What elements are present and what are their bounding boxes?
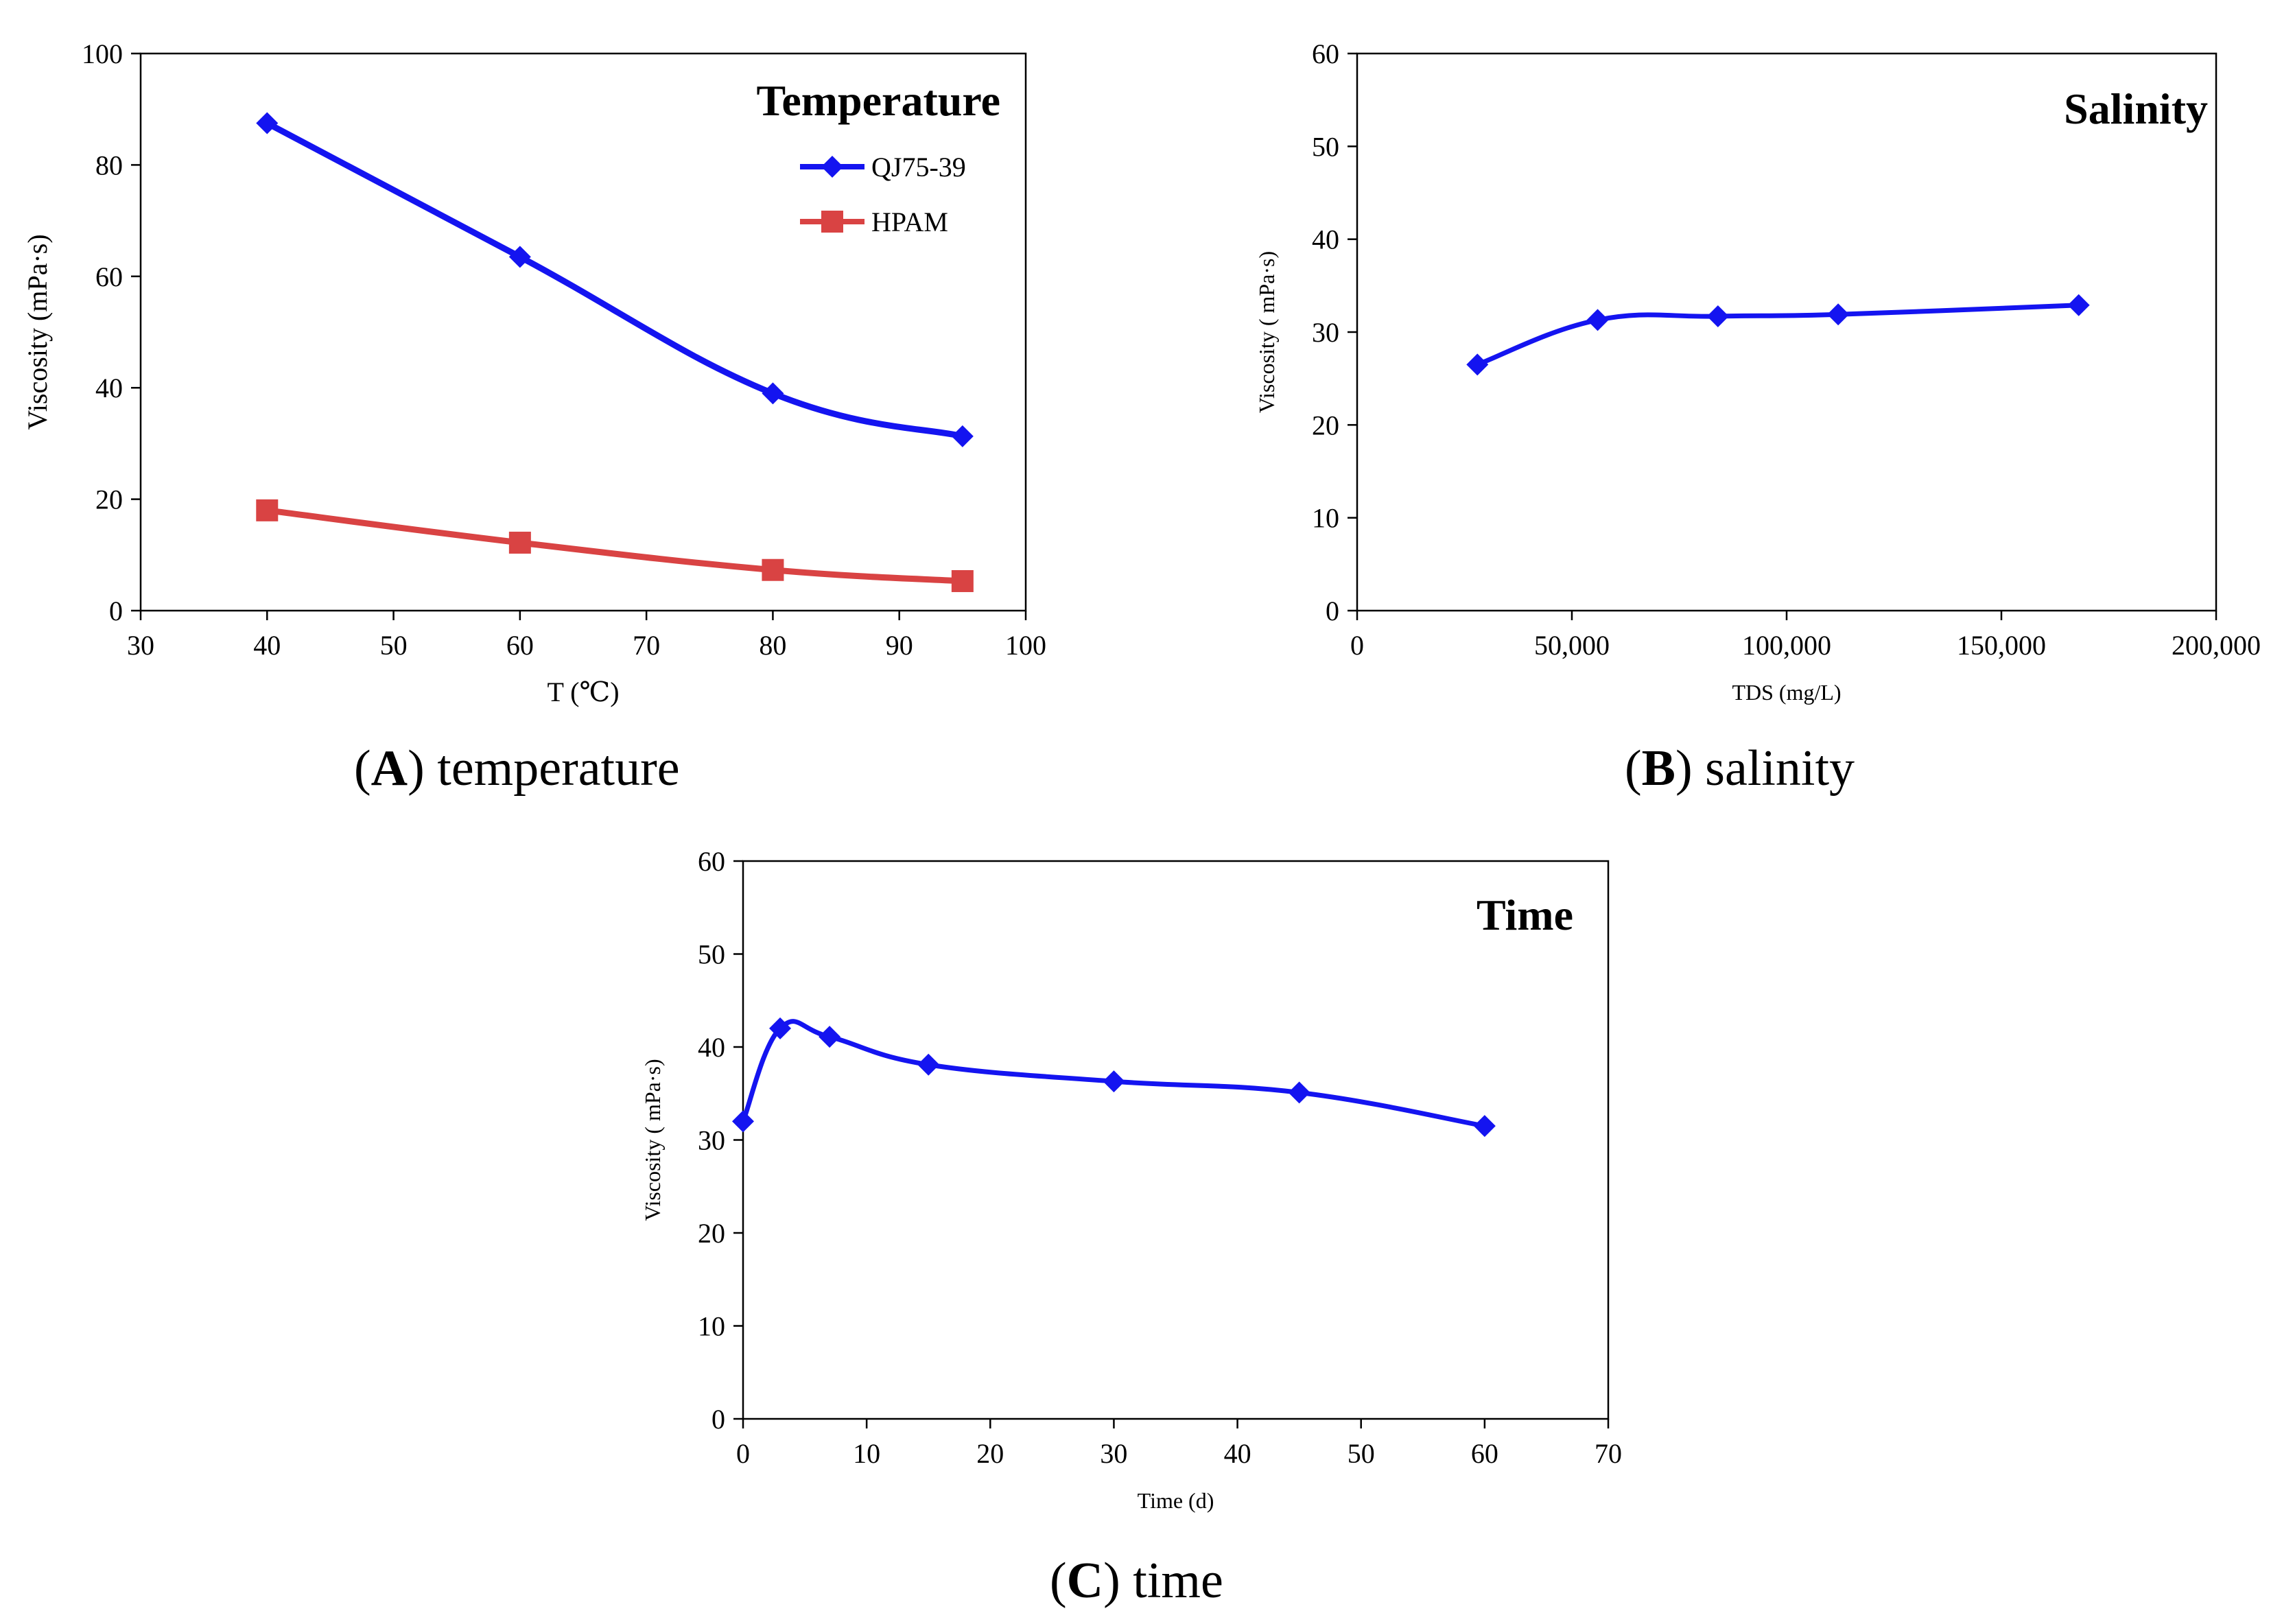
- y-tick-label: 0: [711, 1404, 725, 1435]
- legend-label: HPAM: [871, 207, 948, 237]
- chart-temperature: 0 20 40 60 80 100 30 40 50 60 70 80 90 100 T (℃) Viscos…: [22, 38, 1046, 707]
- y-tick-label: 20: [1312, 410, 1339, 440]
- y-axis-label: Viscosity (mPa·s): [22, 234, 53, 429]
- y-tick-label: 50: [1312, 131, 1339, 162]
- chart-time: 0 10 20 30 40 50 60 0 10 20 30 40 50 60 70 Time (d) Visc…: [640, 846, 1622, 1513]
- caption-c: (C) time: [1050, 1553, 1223, 1609]
- data-point: [762, 558, 784, 581]
- y-tick-label: 20: [95, 484, 123, 515]
- series-line-qj75-39: [263, 120, 966, 440]
- y-tick-label: 0: [109, 596, 123, 626]
- caption-b-text: salinity: [1705, 740, 1855, 797]
- data-point: [762, 382, 784, 405]
- series-line-hpam: [263, 507, 966, 585]
- x-tick-label: 80: [759, 630, 786, 661]
- y-tick-label: 60: [1312, 38, 1339, 69]
- y-tick-label: 40: [95, 373, 123, 403]
- x-tick-label: 10: [853, 1438, 880, 1469]
- caption-c-text: time: [1133, 1553, 1223, 1609]
- data-point: [1473, 1115, 1496, 1138]
- x-axis-label: Time (d): [1138, 1488, 1214, 1513]
- data-point: [819, 1026, 841, 1048]
- data-point: [951, 425, 974, 447]
- x-tick-label: 100: [1005, 630, 1046, 661]
- data-point: [1103, 1070, 1125, 1093]
- plot-frame: [742, 860, 1610, 1420]
- data-point: [2067, 294, 2090, 316]
- chart-salinity: 0 10 20 30 40 50 60 0 50,000 100,000 150,000 200,00…: [1254, 38, 2261, 705]
- plot-frame: [1356, 52, 2218, 612]
- data-point: [1827, 303, 1850, 326]
- y-tick-label: 30: [698, 1125, 725, 1156]
- data-point: [732, 1110, 754, 1133]
- y-tick-label: 20: [698, 1218, 725, 1249]
- x-tick-label: 50,000: [1534, 630, 1610, 661]
- chart-title: Salinity: [2064, 84, 2208, 133]
- x-tick-label: 60: [506, 630, 534, 661]
- caption-b: (B) salinity: [1625, 740, 1855, 797]
- x-tick-label: 40: [1224, 1438, 1251, 1469]
- y-tick-label: 100: [82, 38, 123, 69]
- x-axis-label: T (℃): [547, 676, 619, 707]
- y-tick-label: 40: [698, 1032, 725, 1063]
- legend-marker: [821, 211, 843, 233]
- y-axis-label: Viscosity ( mPa·s): [1254, 251, 1279, 413]
- data-point: [769, 1017, 792, 1039]
- caption-a: (A) temperature: [354, 740, 680, 797]
- x-tick-label: 30: [1100, 1438, 1127, 1469]
- data-point: [917, 1053, 940, 1076]
- plot-frame: [139, 52, 1027, 612]
- data-point: [1288, 1081, 1310, 1104]
- y-tick-label: 40: [1312, 224, 1339, 255]
- data-point: [1706, 305, 1729, 327]
- y-axis-label: Viscosity ( mPa·s): [640, 1059, 665, 1221]
- y-tick-label: 0: [1326, 596, 1339, 626]
- x-tick-label: 70: [633, 630, 660, 661]
- x-tick-label: 20: [976, 1438, 1004, 1469]
- x-tick-label: 200,000: [2172, 630, 2261, 661]
- data-point: [1466, 353, 1489, 376]
- y-tick-label: 60: [95, 261, 123, 292]
- y-tick-label: 80: [95, 150, 123, 180]
- y-tick-label: 10: [698, 1311, 725, 1342]
- x-tick-label: 90: [886, 630, 913, 661]
- caption-a-letter: A: [370, 740, 408, 797]
- data-point: [256, 112, 279, 134]
- x-tick-label: 70: [1595, 1438, 1622, 1469]
- caption-b-letter: B: [1641, 740, 1676, 797]
- data-point: [508, 531, 531, 554]
- x-tick-label: 30: [127, 630, 154, 661]
- chart-title: Temperature: [757, 76, 1001, 125]
- chart-title: Time: [1477, 891, 1573, 939]
- y-tick-label: 60: [698, 846, 725, 877]
- y-tick-label: 10: [1312, 503, 1339, 534]
- x-tick-label: 0: [1350, 630, 1364, 661]
- y-tick-label: 50: [698, 939, 725, 970]
- caption-c-letter: C: [1066, 1553, 1104, 1609]
- data-point: [508, 246, 531, 268]
- x-tick-label: 150,000: [1957, 630, 2046, 661]
- y-tick-label: 30: [1312, 317, 1339, 348]
- x-tick-label: 50: [1348, 1438, 1375, 1469]
- x-tick-label: 0: [736, 1438, 750, 1469]
- series-line-qj75-39: [1474, 303, 2082, 367]
- data-point: [256, 499, 279, 521]
- legend-label: QJ75-39: [871, 152, 966, 183]
- x-tick-label: 50: [380, 630, 408, 661]
- legend-marker: [821, 156, 843, 178]
- x-tick-label: 60: [1471, 1438, 1498, 1469]
- caption-a-text: temperature: [437, 740, 680, 797]
- data-point: [1586, 309, 1609, 331]
- x-axis-label: TDS (mg/L): [1732, 680, 1841, 705]
- x-tick-label: 40: [253, 630, 281, 661]
- data-point: [951, 569, 974, 592]
- x-tick-label: 100,000: [1742, 630, 1831, 661]
